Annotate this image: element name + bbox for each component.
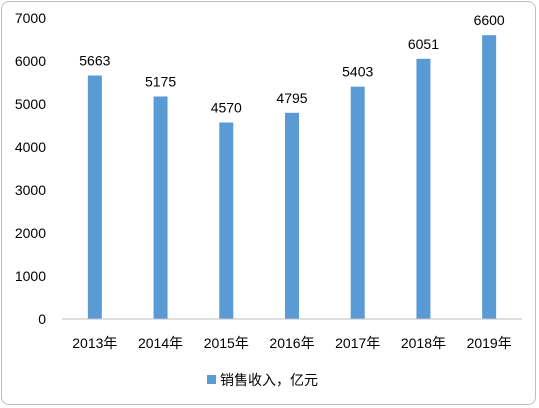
data-label: 6051 <box>408 36 439 52</box>
x-tick-label: 2016年 <box>269 335 314 351</box>
x-axis: 2013年 2014年 2015年 2016年 2017年 2018年 2019年 <box>72 335 511 351</box>
y-axis: 0 1000 2000 3000 4000 5000 6000 7000 <box>15 10 46 327</box>
legend-label: 销售收入，亿元 <box>220 372 318 388</box>
data-label: 4570 <box>211 99 242 115</box>
x-tick-label: 2014年 <box>138 335 183 351</box>
y-tick-label: 0 <box>38 311 46 327</box>
data-label: 5403 <box>342 64 373 80</box>
x-tick-label: 2017年 <box>335 335 380 351</box>
data-labels: 5663 5175 4570 4795 5403 6051 6600 <box>79 12 505 115</box>
bar <box>285 112 299 319</box>
data-label: 6600 <box>474 12 505 28</box>
y-tick-label: 2000 <box>15 225 46 241</box>
bar <box>416 58 431 319</box>
bar <box>482 35 497 319</box>
y-tick-label: 7000 <box>15 10 46 26</box>
y-tick-label: 5000 <box>15 96 46 112</box>
x-tick-label: 2019年 <box>467 335 512 351</box>
legend-swatch <box>207 375 216 384</box>
legend: 销售收入，亿元 <box>207 372 318 388</box>
data-label: 4795 <box>276 90 307 106</box>
bar-series <box>87 35 497 320</box>
x-tick-label: 2015年 <box>204 335 249 351</box>
bar <box>350 86 365 320</box>
bar <box>219 122 234 320</box>
bar <box>87 75 102 319</box>
data-label: 5663 <box>79 52 110 68</box>
x-tick-label: 2018年 <box>401 335 446 351</box>
bar <box>153 96 168 319</box>
data-label: 5175 <box>145 73 176 89</box>
y-tick-label: 6000 <box>15 53 46 69</box>
x-tick-label: 2013年 <box>72 335 117 351</box>
y-tick-label: 3000 <box>15 182 46 198</box>
y-tick-label: 4000 <box>15 139 46 155</box>
y-tick-label: 1000 <box>15 268 46 284</box>
